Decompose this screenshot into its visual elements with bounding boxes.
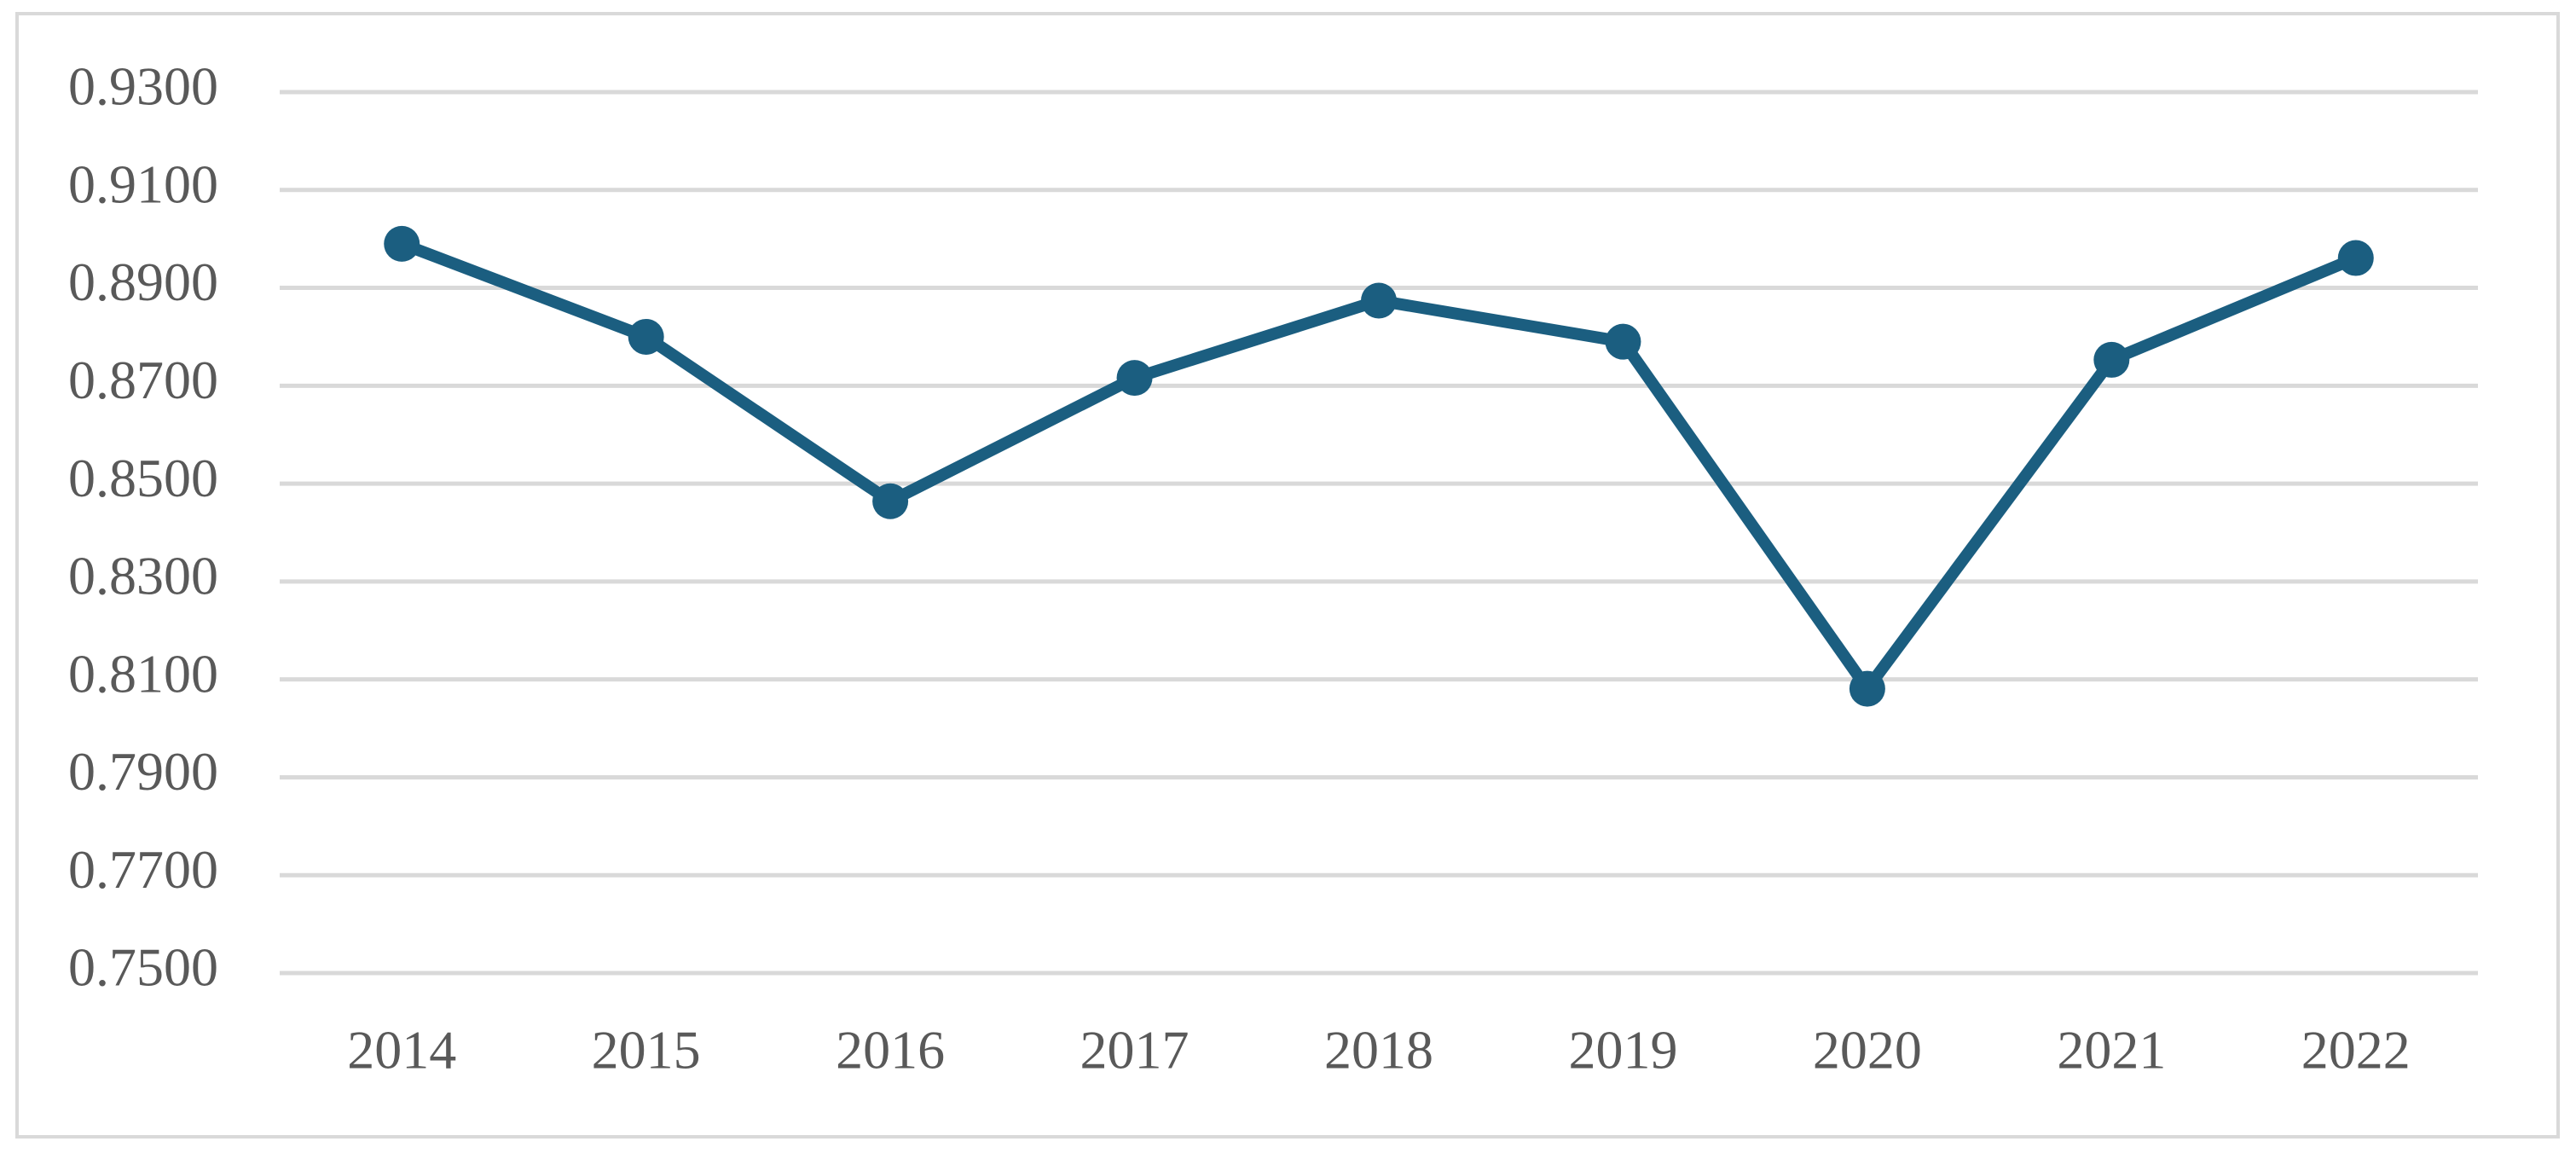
y-tick-label: 0.9300 <box>68 56 218 117</box>
marker <box>1361 282 1397 319</box>
y-tick-label: 0.8900 <box>68 252 218 312</box>
marker <box>2093 341 2130 378</box>
x-tick-label: 2015 <box>592 1020 701 1081</box>
y-tick-label: 0.8100 <box>68 643 218 704</box>
y-tick-label: 0.8500 <box>68 448 218 508</box>
x-tick-label: 2016 <box>836 1020 945 1081</box>
x-tick-label: 2019 <box>1568 1020 1677 1081</box>
marker <box>2337 240 2374 276</box>
marker <box>384 225 420 262</box>
y-tick-label: 0.7700 <box>68 839 218 900</box>
x-tick-label: 2021 <box>2057 1020 2166 1081</box>
marker <box>872 483 909 519</box>
x-tick-label: 2020 <box>1813 1020 1922 1081</box>
y-tick-label: 0.9100 <box>68 154 218 214</box>
chart-border <box>15 12 2560 1139</box>
marker <box>1605 323 1641 360</box>
x-tick-label: 2022 <box>2301 1020 2411 1081</box>
y-tick-label: 0.8700 <box>68 350 218 410</box>
x-tick-label: 2018 <box>1324 1020 1433 1081</box>
marker <box>628 318 664 355</box>
y-tick-label: 0.7900 <box>68 741 218 802</box>
y-tick-label: 0.8300 <box>68 546 218 606</box>
y-tick-label: 0.7500 <box>68 937 218 998</box>
x-tick-label: 2017 <box>1080 1020 1190 1081</box>
x-tick-label: 2014 <box>347 1020 456 1081</box>
marker <box>1849 670 1885 707</box>
marker <box>1116 360 1153 397</box>
